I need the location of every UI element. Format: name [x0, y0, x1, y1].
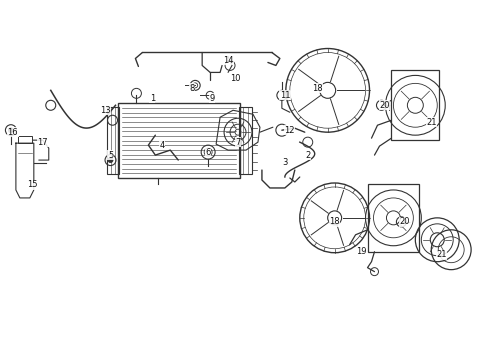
Text: 7: 7: [235, 138, 241, 147]
Text: 20: 20: [399, 217, 410, 226]
Text: 20: 20: [379, 101, 390, 110]
Text: 10: 10: [230, 74, 240, 83]
Text: 11: 11: [280, 91, 290, 100]
Text: 2: 2: [305, 150, 310, 159]
Bar: [18, 136, 32, 143]
Text: 3: 3: [282, 158, 288, 167]
Bar: [392, 71, 439, 140]
Text: 13: 13: [100, 106, 111, 115]
Text: 14: 14: [223, 56, 233, 65]
Circle shape: [108, 158, 113, 163]
Bar: [106, 107, 120, 174]
Text: 9: 9: [210, 94, 215, 103]
Text: 21: 21: [426, 118, 437, 127]
Bar: [119, 103, 240, 178]
Bar: [368, 184, 419, 252]
Text: 18: 18: [313, 84, 323, 93]
Bar: [239, 107, 252, 174]
Text: 19: 19: [356, 247, 367, 256]
Text: 17: 17: [37, 138, 48, 147]
Text: 4: 4: [160, 141, 165, 150]
Text: 6: 6: [205, 148, 211, 157]
Text: 1: 1: [150, 94, 155, 103]
Text: 15: 15: [27, 180, 38, 189]
Circle shape: [8, 128, 13, 133]
Text: 21: 21: [436, 250, 446, 259]
Text: 18: 18: [329, 217, 340, 226]
Text: 5: 5: [108, 150, 113, 159]
Text: 16: 16: [7, 128, 18, 137]
Text: 12: 12: [285, 126, 295, 135]
Text: 8: 8: [190, 84, 195, 93]
